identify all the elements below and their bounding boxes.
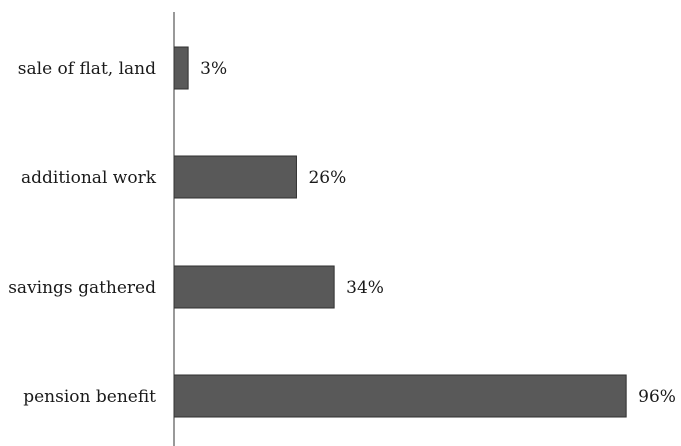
bar-3: [173, 374, 627, 418]
bar-2: [173, 265, 335, 309]
value-label-2: 34%: [346, 278, 384, 298]
category-label-2: savings gathered: [8, 278, 156, 298]
bar-0: [173, 46, 189, 90]
category-label-1: additional work: [21, 168, 157, 188]
category-label-0: sale of flat, land: [18, 59, 156, 79]
category-label-3: pension benefit: [23, 387, 156, 407]
value-labels-group: 3% 26% 34% 96%: [200, 59, 676, 407]
bars-group: [173, 46, 627, 418]
value-label-3: 96%: [638, 387, 676, 407]
value-label-0: 3%: [200, 59, 227, 79]
bar-1: [173, 155, 297, 199]
category-labels-group: sale of flat, land additional work savings…: [8, 59, 156, 407]
value-label-1: 26%: [308, 168, 346, 188]
